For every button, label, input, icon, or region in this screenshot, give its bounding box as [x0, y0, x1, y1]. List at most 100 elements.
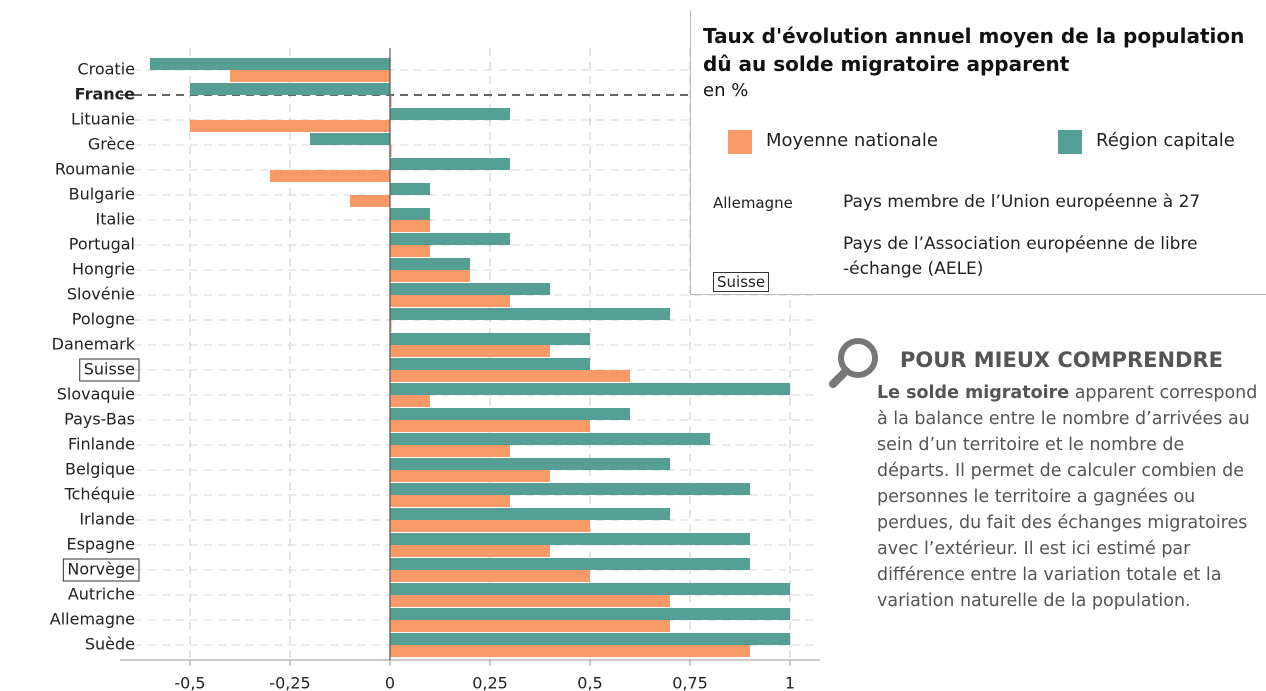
bar [390, 383, 790, 395]
y-tick-label: Slovénie [67, 285, 135, 304]
bar [390, 633, 790, 645]
bar [390, 520, 590, 532]
bar [390, 345, 550, 357]
legend-label: Moyenne nationale [766, 130, 938, 151]
bar [390, 533, 750, 545]
key-line: -échange (AELE) [843, 259, 984, 279]
bar [390, 420, 590, 432]
bar [390, 433, 710, 445]
key-sample: Allemagne [713, 194, 793, 212]
y-tick-label: Croatie [77, 60, 135, 79]
y-tick-label: Belgique [65, 460, 135, 479]
key-description: Pays de l’Association européenne de libr… [843, 232, 1198, 282]
sidebar-text: apparent correspond à la balance entre l… [877, 383, 1258, 611]
y-tick-label: Slovaquie [57, 385, 135, 404]
bar [390, 583, 790, 595]
bar [390, 470, 550, 482]
legend-label: Région capitale [1096, 130, 1235, 151]
y-tick-label: Lituanie [71, 110, 135, 129]
bar [190, 83, 390, 95]
bar [390, 220, 430, 232]
y-tick-label: Portugal [69, 235, 135, 254]
bar [390, 545, 550, 557]
key-sample: Suisse [713, 272, 770, 292]
bar [190, 120, 390, 132]
x-tick-label: 0 [385, 674, 395, 691]
y-tick-label: Suède [85, 635, 135, 654]
legend-swatch [1058, 130, 1082, 154]
x-tick-label: 0,5 [577, 674, 602, 691]
bar [390, 283, 550, 295]
y-tick-label: Hongrie [72, 260, 135, 279]
bar [390, 558, 750, 570]
aele-box [62, 558, 140, 582]
bar [390, 295, 510, 307]
y-tick-label: Autriche [68, 585, 135, 604]
x-tick-label: -0,25 [269, 674, 310, 691]
bar [390, 258, 470, 270]
sidebar-body: Le solde migratoire apparent correspond … [877, 380, 1262, 614]
x-tick-label: -0,5 [174, 674, 205, 691]
bar [390, 395, 430, 407]
y-tick-label: Allemagne [50, 610, 135, 629]
bar [390, 645, 750, 657]
bar [390, 108, 510, 120]
magnifier-icon [838, 338, 878, 378]
bar [390, 408, 630, 420]
bar [390, 595, 670, 607]
x-tick-label: 0,25 [472, 674, 508, 691]
bar [390, 358, 590, 370]
unit-label: en % [703, 80, 749, 101]
bar [390, 158, 510, 170]
y-tick-label: Finlande [68, 435, 135, 454]
bar [390, 620, 670, 632]
bar [390, 208, 430, 220]
bar [390, 370, 630, 382]
bar [390, 608, 790, 620]
bar [310, 133, 390, 145]
chart-title: Taux d'évolution annuel moyen de la popu… [703, 24, 1245, 76]
y-tick-label: Grèce [88, 135, 135, 154]
magnifier-handle [829, 367, 850, 388]
key-line: Pays membre de l’Union européenne à 27 [843, 192, 1201, 212]
y-tick-label: Espagne [66, 535, 135, 554]
bar [390, 508, 670, 520]
y-tick-label: Pays-Bas [64, 410, 135, 429]
bar [390, 233, 510, 245]
y-tick-label: Tchéquie [64, 485, 135, 504]
y-tick-label: Danemark [52, 335, 136, 354]
bar [390, 333, 590, 345]
sidebar-bold: Le solde migratoire [877, 383, 1070, 403]
bar [390, 570, 590, 582]
bar [390, 495, 510, 507]
sidebar-title: POUR MIEUX COMPRENDRE [900, 348, 1223, 372]
bar [390, 183, 430, 195]
bar [390, 270, 470, 282]
bar [390, 483, 750, 495]
bar [390, 308, 670, 320]
y-tick-label: France [75, 85, 135, 104]
bar [270, 170, 390, 182]
y-tick-label: Bulgarie [69, 185, 135, 204]
key-description: Pays membre de l’Union européenne à 27 [843, 190, 1200, 215]
x-tick-label: 0,75 [672, 674, 708, 691]
y-tick-label: Suisse [84, 360, 135, 379]
y-tick-label: Irlande [79, 510, 135, 529]
y-tick-label: Roumanie [55, 160, 135, 179]
bar [350, 195, 390, 207]
bar [390, 145, 392, 157]
bar [150, 58, 390, 70]
y-tick-label: Pologne [72, 310, 135, 329]
bar [390, 245, 430, 257]
bar [390, 95, 392, 107]
y-tick-label: Norvège [67, 560, 135, 579]
legend: Taux d'évolution annuel moyen de la popu… [690, 10, 1266, 295]
aele-box [79, 358, 140, 382]
bar [390, 445, 510, 457]
legend-swatch [728, 130, 752, 154]
y-tick-label: Italie [95, 210, 135, 229]
key-line: Pays de l’Association européenne de libr… [843, 234, 1198, 254]
bar [390, 320, 392, 332]
